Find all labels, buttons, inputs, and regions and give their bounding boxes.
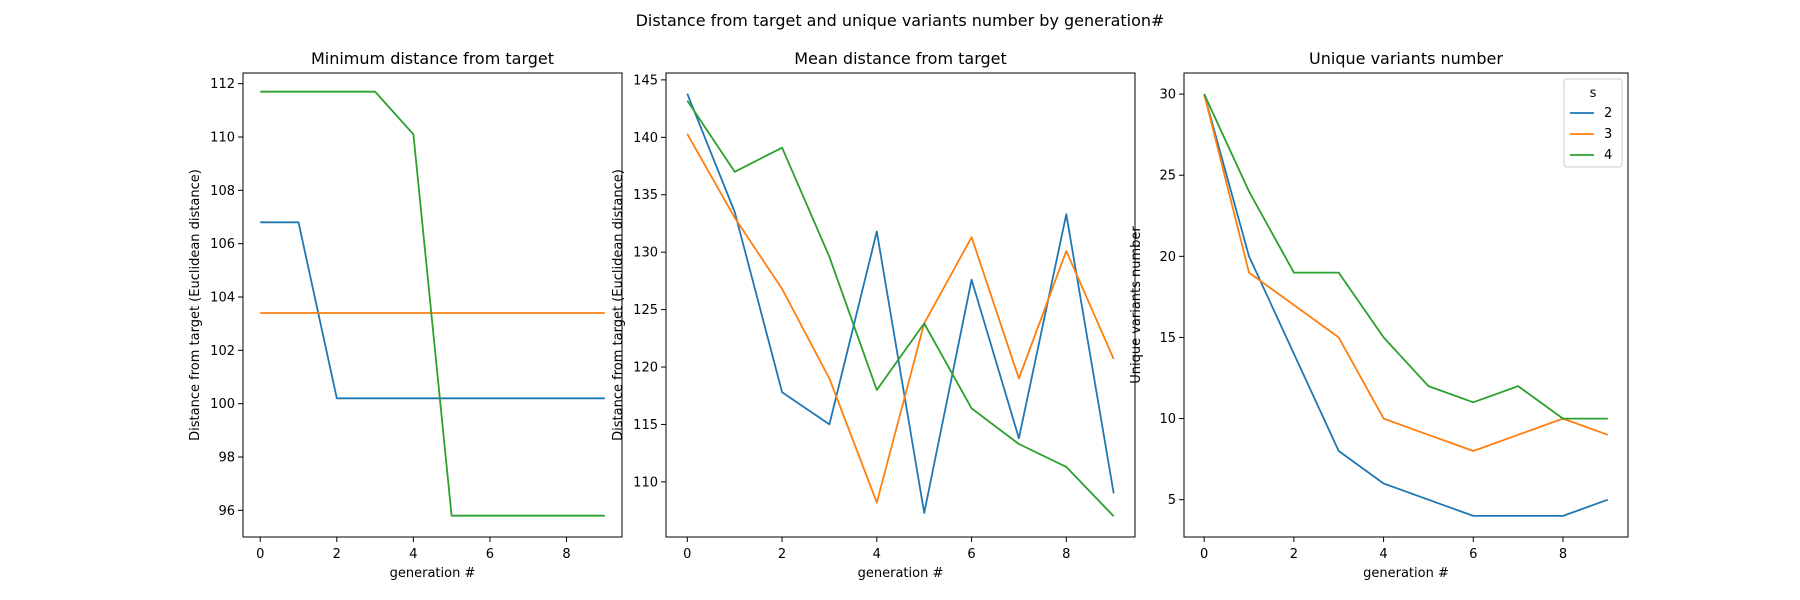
figure-suptitle: Distance from target and unique variants…: [636, 11, 1165, 30]
series-line-2: [260, 221, 605, 400]
y-tick-label: 140: [633, 131, 658, 146]
x-tick-label: 4: [873, 547, 881, 562]
x-tick-label: 2: [778, 547, 786, 562]
y-tick-label: 110: [210, 131, 235, 146]
axes-frame: [665, 72, 1136, 538]
y-axis-label: Unique variants number: [1129, 226, 1144, 384]
x-tick-label: 6: [486, 547, 494, 562]
subplot-title: Minimum distance from target: [311, 49, 554, 68]
y-axis-label: Distance from target (Euclidean distance…: [188, 169, 203, 441]
axes-frame: [242, 72, 623, 538]
series-line-2: [686, 93, 1115, 514]
subplot-title: Mean distance from target: [794, 49, 1007, 68]
series-line-4: [686, 100, 1115, 517]
y-tick-label: 100: [210, 397, 235, 412]
y-tick-label: 104: [210, 291, 235, 306]
y-tick-label: 102: [210, 344, 235, 359]
series-line-4: [1203, 93, 1608, 420]
legend-entry-label: 3: [1604, 127, 1612, 142]
x-tick-label: 4: [409, 547, 417, 562]
y-axis-label: Distance from target (Euclidean distance…: [611, 169, 626, 441]
x-tick-label: 6: [967, 547, 975, 562]
legend-title: s: [1590, 86, 1597, 101]
subplot-1: 0 2 4 6 8 96 98 100 102 104 106 108 110 112 Minimum di…: [188, 49, 623, 581]
x-tick-label: 2: [333, 547, 341, 562]
series-line-2: [1203, 93, 1609, 517]
series-line-3: [1203, 93, 1609, 452]
y-tick-label: 125: [633, 303, 658, 318]
y-tick-label: 115: [633, 418, 658, 433]
y-tick-label: 112: [210, 77, 235, 92]
legend-entry-label: 4: [1604, 148, 1612, 163]
subplot-3: 0 2 4 6 8 5 10 15 20 25 30 Unique variants number ge…: [1129, 49, 1629, 581]
x-axis-label: generation #: [1363, 566, 1449, 581]
y-tick-label: 106: [210, 237, 235, 252]
series-line-4: [260, 90, 605, 517]
x-tick-label: 8: [562, 547, 570, 562]
legend-entry-label: 2: [1604, 106, 1612, 121]
legend: s2 3 4: [1563, 78, 1623, 168]
legend-box: [1563, 78, 1623, 168]
subplot-2: 0 2 4 6 8 110 115 120 125 130 135 140 145 Mean distan…: [611, 49, 1136, 581]
x-tick-label: 4: [1379, 547, 1387, 562]
x-tick-label: 8: [1062, 547, 1070, 562]
y-tick-label: 145: [633, 73, 658, 88]
x-tick-label: 6: [1469, 547, 1477, 562]
y-tick-label: 20: [1159, 250, 1176, 265]
x-axis-label: generation #: [858, 566, 944, 581]
x-tick-label: 2: [1290, 547, 1298, 562]
axes-frame: [1183, 72, 1629, 538]
y-tick-label: 110: [633, 475, 658, 490]
y-tick-label: 130: [633, 246, 658, 261]
x-axis-label: generation #: [390, 566, 476, 581]
series-line-3: [686, 133, 1115, 504]
x-tick-label: 0: [683, 547, 691, 562]
y-tick-label: 10: [1159, 412, 1176, 427]
y-tick-label: 30: [1159, 88, 1176, 103]
y-tick-label: 5: [1168, 493, 1176, 508]
y-tick-label: 108: [210, 184, 235, 199]
y-tick-label: 135: [633, 188, 658, 203]
subplot-title: Unique variants number: [1309, 49, 1503, 68]
x-tick-label: 0: [1200, 547, 1208, 562]
y-tick-label: 98: [218, 451, 235, 466]
x-tick-label: 8: [1559, 547, 1567, 562]
x-tick-label: 0: [256, 547, 264, 562]
y-tick-label: 120: [633, 361, 658, 376]
y-tick-label: 96: [218, 504, 235, 519]
y-tick-label: 15: [1159, 331, 1176, 346]
y-tick-label: 25: [1159, 169, 1176, 184]
